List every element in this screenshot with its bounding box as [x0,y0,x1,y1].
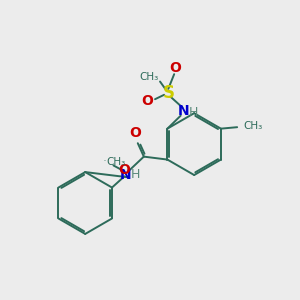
Text: O: O [118,164,130,178]
Text: H: H [131,168,141,182]
Text: O: O [141,94,153,108]
Text: S: S [162,84,174,102]
Text: CH₃: CH₃ [140,71,159,82]
Text: N: N [178,104,189,118]
Text: N: N [119,168,131,182]
Text: CH₃: CH₃ [244,121,263,131]
Text: O: O [129,126,141,140]
Text: CH₃: CH₃ [106,157,125,166]
Text: H: H [189,106,199,119]
Text: O: O [170,61,182,75]
Text: OCH₃: OCH₃ [104,160,107,161]
